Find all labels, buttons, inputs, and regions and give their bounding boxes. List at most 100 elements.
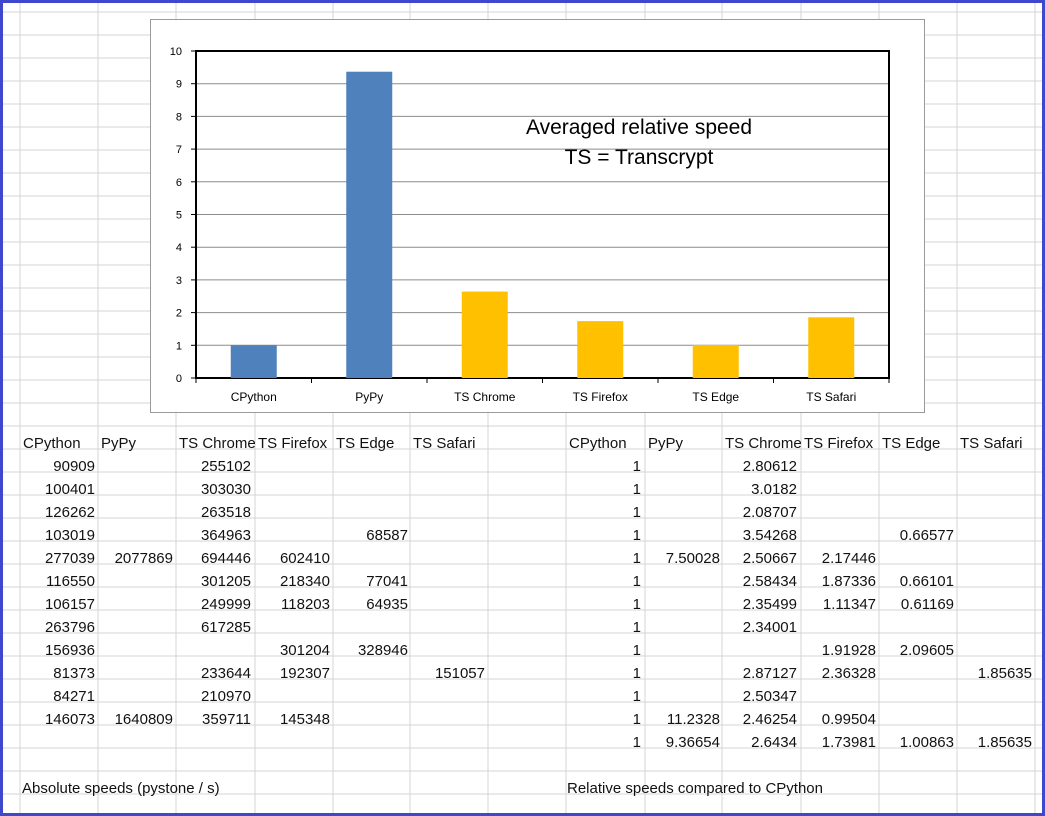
absolute-table-data-cell[interactable]: 277039	[44, 550, 95, 567]
absolute-table-data-cell[interactable]: 210970	[200, 688, 251, 705]
relative-table-data-cell[interactable]: 3.54268	[742, 527, 797, 544]
absolute-table-data-cell[interactable]: 145348	[279, 711, 330, 728]
relative-table-data-cell[interactable]: 2.50667	[742, 550, 797, 567]
absolute-table-header-cell[interactable]: TS Chrome	[179, 435, 256, 452]
absolute-table-data-cell[interactable]: 106157	[44, 596, 95, 613]
absolute-table-header-cell[interactable]: TS Firefox	[258, 435, 328, 452]
absolute-table-data-cell[interactable]: 100401	[44, 481, 95, 498]
absolute-table-data-cell[interactable]: 328946	[357, 642, 408, 659]
absolute-table-data-cell[interactable]: 263796	[44, 619, 95, 636]
bar-ts-edge[interactable]	[692, 345, 739, 378]
relative-table-data-cell[interactable]: 2.50347	[742, 688, 797, 705]
relative-table-data-cell[interactable]: 2.17446	[821, 550, 876, 567]
relative-table-data-cell[interactable]: 2.80612	[742, 458, 797, 475]
relative-table-data-cell[interactable]: 1	[632, 688, 641, 705]
absolute-table-data-cell[interactable]: 90909	[53, 458, 95, 475]
chart-canvas: 0 1 2 3 4 5 6 7 8 9 10 CPython PyPy TS Chrome TS Firef…	[170, 46, 890, 404]
absolute-table-data-cell[interactable]: 263518	[200, 504, 251, 521]
relative-table-header-cell[interactable]: TS Firefox	[804, 435, 874, 452]
absolute-table-data-cell[interactable]: 68587	[366, 527, 408, 544]
absolute-table-data-cell[interactable]: 255102	[200, 458, 251, 475]
absolute-table-data-cell[interactable]: 364963	[200, 527, 251, 544]
relative-table-data-cell[interactable]: 1	[632, 573, 641, 590]
relative-table-data-cell[interactable]: 0.66577	[899, 527, 954, 544]
relative-table-data-cell[interactable]: 2.35499	[742, 596, 797, 613]
relative-table-data-cell[interactable]: 1	[632, 619, 641, 636]
absolute-table-data-cell[interactable]: 116550	[46, 573, 95, 590]
relative-table-data-cell[interactable]: 9.36654	[665, 734, 720, 751]
bar-cpython[interactable]	[230, 345, 277, 378]
absolute-table-caption[interactable]: Absolute speeds (pystone / s)	[22, 780, 220, 797]
relative-table-data-cell[interactable]: 0.61169	[900, 596, 954, 613]
relative-table-data-cell[interactable]: 1.11347	[822, 596, 876, 613]
absolute-table-header-cell[interactable]: TS Edge	[336, 435, 395, 452]
bar-ts-chrome[interactable]	[461, 291, 508, 378]
relative-table-data-cell[interactable]: 1	[632, 711, 641, 728]
bar-ts-safari[interactable]	[808, 317, 855, 378]
relative-table-data-cell[interactable]: 2.34001	[742, 619, 797, 636]
absolute-table-data-cell[interactable]: 77041	[366, 573, 408, 590]
relative-table-data-cell[interactable]: 7.50028	[665, 550, 720, 567]
absolute-table-data-cell[interactable]: 301205	[200, 573, 251, 590]
relative-table-data-cell[interactable]: 3.0182	[751, 481, 797, 498]
relative-table-data-cell[interactable]: 1.85635	[977, 734, 1032, 751]
relative-table-data-cell[interactable]: 2.58434	[742, 573, 797, 590]
absolute-table-header-cell[interactable]: TS Safari	[413, 435, 476, 452]
absolute-table-data-cell[interactable]: 218340	[279, 573, 330, 590]
absolute-table-data-cell[interactable]: 301204	[279, 642, 330, 659]
relative-table-data-cell[interactable]: 1	[632, 596, 641, 613]
absolute-table-data-cell[interactable]: 233644	[200, 665, 251, 682]
relative-table-data-cell[interactable]: 0.99504	[821, 711, 876, 728]
relative-table-data-cell[interactable]: 1	[632, 665, 641, 682]
absolute-table-data-cell[interactable]: 84271	[53, 688, 95, 705]
relative-table-data-cell[interactable]: 2.36328	[821, 665, 876, 682]
absolute-table-data-cell[interactable]: 602410	[279, 550, 330, 567]
absolute-table-data-cell[interactable]: 81373	[53, 665, 95, 682]
absolute-table-data-cell[interactable]: 359711	[202, 711, 251, 728]
relative-table-data-cell[interactable]: 1	[632, 458, 641, 475]
relative-table-data-cell[interactable]: 1.91928	[821, 642, 876, 659]
relative-table-data-cell[interactable]: 1.73981	[821, 734, 876, 751]
relative-table-data-cell[interactable]: 11.2328	[666, 711, 720, 728]
absolute-table-data-cell[interactable]: 103019	[44, 527, 95, 544]
relative-table-data-cell[interactable]: 2.87127	[742, 665, 797, 682]
absolute-table-data-cell[interactable]: 617285	[200, 619, 251, 636]
absolute-table-data-cell[interactable]: 1640809	[114, 711, 173, 728]
absolute-table-data-cell[interactable]: 303030	[200, 481, 251, 498]
relative-table-data-cell[interactable]: 1	[632, 550, 641, 567]
absolute-table-data-cell[interactable]: 2077869	[114, 550, 173, 567]
relative-table-header-cell[interactable]: CPython	[569, 435, 627, 452]
relative-table-data-cell[interactable]: 1	[632, 527, 641, 544]
bar-pypy[interactable]	[346, 71, 393, 378]
absolute-table-data-cell[interactable]: 192307	[279, 665, 330, 682]
relative-table-data-cell[interactable]: 2.09605	[899, 642, 954, 659]
relative-table-data-cell[interactable]: 0.66101	[899, 573, 954, 590]
relative-table-data-cell[interactable]: 1	[632, 734, 641, 751]
bar-chart[interactable]: 0 1 2 3 4 5 6 7 8 9 10 CPython PyPy TS Chrome TS Firef…	[150, 19, 925, 413]
bar-ts-firefox[interactable]	[577, 321, 624, 378]
absolute-table-data-cell[interactable]: 151057	[434, 665, 485, 682]
relative-table-data-cell[interactable]: 2.6434	[751, 734, 797, 751]
absolute-table-data-cell[interactable]: 156936	[44, 642, 95, 659]
relative-table-data-cell[interactable]: 1	[632, 504, 641, 521]
relative-table-data-cell[interactable]: 2.08707	[742, 504, 797, 521]
relative-table-data-cell[interactable]: 1	[632, 642, 641, 659]
relative-table-caption[interactable]: Relative speeds compared to CPython	[567, 780, 823, 797]
absolute-table-data-cell[interactable]: 146073	[44, 711, 95, 728]
relative-table-header-cell[interactable]: TS Edge	[882, 435, 941, 452]
relative-table-header-cell[interactable]: PyPy	[648, 435, 684, 452]
absolute-table-data-cell[interactable]: 249999	[200, 596, 251, 613]
absolute-table-data-cell[interactable]: 694446	[200, 550, 251, 567]
absolute-table-data-cell[interactable]: 126262	[44, 504, 95, 521]
relative-table-data-cell[interactable]: 1.87336	[821, 573, 876, 590]
relative-table-header-cell[interactable]: TS Chrome	[725, 435, 802, 452]
absolute-table-data-cell[interactable]: 64935	[366, 596, 408, 613]
relative-table-data-cell[interactable]: 1	[632, 481, 641, 498]
relative-table-data-cell[interactable]: 1.00863	[899, 734, 954, 751]
absolute-table-header-cell[interactable]: CPython	[23, 435, 81, 452]
absolute-table-header-cell[interactable]: PyPy	[101, 435, 137, 452]
relative-table-header-cell[interactable]: TS Safari	[960, 435, 1023, 452]
relative-table-data-cell[interactable]: 1.85635	[977, 665, 1032, 682]
absolute-table-data-cell[interactable]: 118203	[281, 596, 330, 613]
relative-table-data-cell[interactable]: 2.46254	[742, 711, 797, 728]
